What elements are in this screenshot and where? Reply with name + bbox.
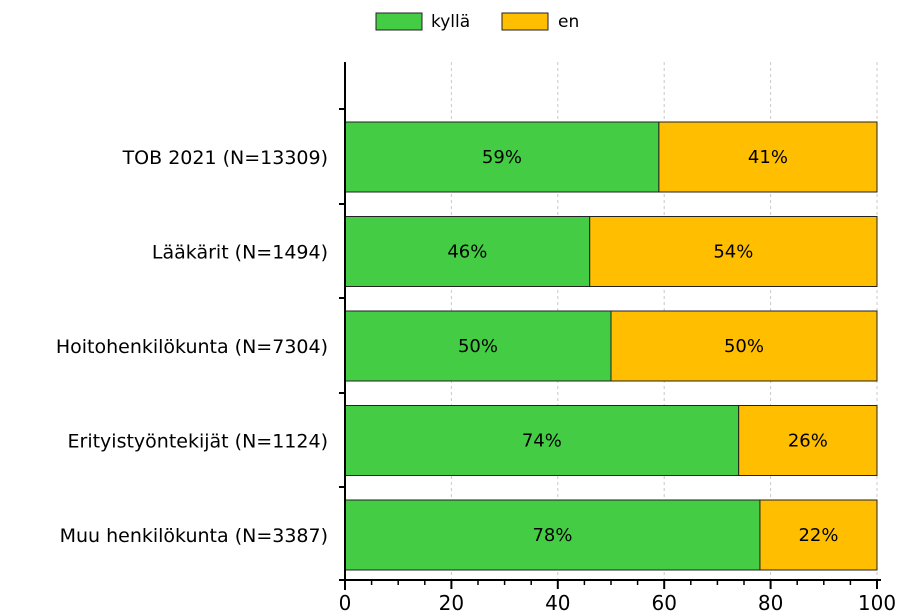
legend-swatch-kyllä bbox=[375, 12, 423, 31]
bar-en-1 bbox=[589, 216, 878, 287]
bar-label-en-0: 41% bbox=[748, 147, 788, 168]
bar-kyllä-1 bbox=[344, 216, 591, 287]
category-label-3: Erityistyöntekijät (N=1124) bbox=[68, 431, 328, 453]
x-tick-label-20: 20 bbox=[439, 591, 464, 615]
legend: kyllä en bbox=[375, 12, 579, 32]
axes: TOB 2021 (N=13309) Lääkärit (N=1494) Hoito… bbox=[56, 62, 896, 615]
bar-label-en-4: 22% bbox=[798, 525, 838, 546]
bar-label-kyllä-1: 46% bbox=[447, 242, 487, 263]
x-tick-label-0: 0 bbox=[339, 591, 352, 615]
bar-label-en-2: 50% bbox=[724, 336, 764, 357]
bar-en-2 bbox=[610, 310, 878, 382]
x-tick-label-60: 60 bbox=[651, 591, 676, 615]
bar-label-en-3: 26% bbox=[788, 431, 828, 452]
category-label-0: TOB 2021 (N=13309) bbox=[122, 147, 328, 169]
x-tick-label-40: 40 bbox=[545, 591, 570, 615]
category-label-1: Lääkärit (N=1494) bbox=[152, 242, 328, 264]
bar-en-4 bbox=[759, 499, 878, 571]
bar-label-kyllä-2: 50% bbox=[458, 336, 498, 357]
legend-swatch-en bbox=[501, 12, 549, 31]
legend-label-kyllä: kyllä bbox=[431, 12, 470, 32]
category-label-4: Muu henkilökunta (N=3387) bbox=[60, 525, 328, 547]
legend-label-en: en bbox=[558, 12, 579, 32]
x-tick-label-100: 100 bbox=[858, 591, 896, 615]
bars: 59% 41% 46% 54% 50% 50% 74% 26% 78% 22% bbox=[344, 121, 878, 571]
bar-kyllä-4 bbox=[344, 499, 761, 571]
bar-label-en-1: 54% bbox=[713, 242, 753, 263]
bar-label-kyllä-4: 78% bbox=[532, 525, 572, 546]
bar-en-3 bbox=[738, 405, 878, 476]
x-tick-label-80: 80 bbox=[758, 591, 783, 615]
bar-en-0 bbox=[658, 121, 878, 193]
bar-label-kyllä-0: 59% bbox=[482, 147, 522, 168]
bar-label-kyllä-3: 74% bbox=[522, 431, 562, 452]
category-label-2: Hoitohenkilökunta (N=7304) bbox=[56, 336, 328, 358]
bar-kyllä-3 bbox=[344, 405, 740, 476]
bar-kyllä-2 bbox=[344, 310, 612, 382]
bar-kyllä-0 bbox=[344, 121, 660, 193]
